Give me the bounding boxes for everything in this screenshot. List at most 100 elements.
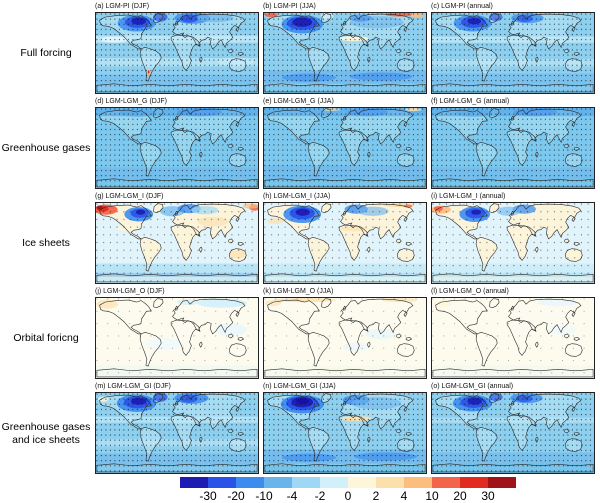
panel-e: (e) LGM-LGM_G (JJA) <box>263 97 427 189</box>
stipple-overlay-o <box>432 393 594 473</box>
row-label-line: Orbital foricng <box>13 332 79 345</box>
panel-o: (o) LGM-LGM_GI (annual) <box>431 382 595 474</box>
row-label-0: Full forcing <box>0 13 92 95</box>
panel-h: (h) LGM-LGM_I (JJA) <box>263 192 427 284</box>
panel-l: (l) LGM-LGM_O (annual) <box>431 287 595 379</box>
row-label-line: Ice sheets <box>22 237 70 250</box>
row-label-line: Greenhouse gases <box>1 420 91 433</box>
colorbar-tick-7: 4 <box>400 489 408 503</box>
colorbar-tick-5: 0 <box>344 489 352 503</box>
row-label-text-2: Ice sheets <box>22 237 70 250</box>
panel-title-m: (m) LGM-LGM_GI (DJF) <box>95 383 171 390</box>
panel-title-b: (b) LGM-PI (JJA) <box>263 3 316 10</box>
map-m <box>95 392 259 474</box>
panel-title-k: (k) LGM-LGM_O (JJA) <box>263 288 334 295</box>
row-label-line: Full forcing <box>20 47 72 60</box>
map-b <box>263 12 427 94</box>
colorbar-tick-10: 30 <box>481 489 495 503</box>
colorbar-segment-10 <box>460 477 488 488</box>
panel-d: (d) LGM-LGM_G (DJF) <box>95 97 259 189</box>
stipple-overlay-b <box>264 13 426 93</box>
colorbar-tick-9: 20 <box>453 489 467 503</box>
colorbar-segment-6 <box>348 477 376 488</box>
colorbar-segment-0 <box>180 477 208 488</box>
colorbar-segment-8 <box>404 477 432 488</box>
map-e <box>263 107 427 189</box>
panel-title-g: (g) LGM-LGM_I (DJF) <box>95 193 164 200</box>
colorbar-tick-1: -20 <box>227 489 245 503</box>
row-label-text-3: Orbital foricng <box>13 332 78 345</box>
panel-n: (n) LGM-LGM_GI (JJA) <box>263 382 427 474</box>
panel-title-e: (e) LGM-LGM_G (JJA) <box>263 98 334 105</box>
map-g <box>95 202 259 284</box>
stipple-overlay-g <box>96 203 258 283</box>
map-f <box>431 107 595 189</box>
map-n <box>263 392 427 474</box>
map-o <box>431 392 595 474</box>
colorbar-tick-4: -2 <box>314 489 326 503</box>
map-j <box>95 297 259 379</box>
panel-title-a: (a) LGM-PI (DJF) <box>95 3 150 10</box>
colorbar-segment-3 <box>264 477 292 488</box>
row-label-3: Orbital foricng <box>0 298 92 380</box>
colorbar-segment-5 <box>320 477 348 488</box>
colorbar-segment-2 <box>236 477 264 488</box>
panel-j: (j) LGM-LGM_O (DJF) <box>95 287 259 379</box>
map-d <box>95 107 259 189</box>
colorbar <box>180 477 516 488</box>
row-label-line: Greenhouse gases <box>1 142 91 155</box>
row-label-2: Ice sheets <box>0 203 92 285</box>
colorbar-segment-9 <box>432 477 460 488</box>
stipple-overlay-h <box>264 203 426 283</box>
stipple-overlay-f <box>432 108 594 188</box>
panel-title-n: (n) LGM-LGM_GI (JJA) <box>263 383 336 390</box>
panel-a: (a) LGM-PI (DJF) <box>95 2 259 94</box>
colorbar-tick-8: 10 <box>425 489 439 503</box>
row-label-4: Greenhouse gases and ice sheets <box>0 393 92 475</box>
stipple-overlay-l <box>432 298 594 378</box>
colorbar-tick-0: -30 <box>199 489 217 503</box>
panel-m: (m) LGM-LGM_GI (DJF) <box>95 382 259 474</box>
colorbar-tick-2: -10 <box>255 489 273 503</box>
row-label-line: and ice sheets <box>12 434 80 446</box>
stipple-overlay-m <box>96 393 258 473</box>
colorbar-tick-3: -4 <box>286 489 298 503</box>
stipple-overlay-j <box>96 298 258 378</box>
colorbar-segment-11 <box>488 477 516 488</box>
panel-title-o: (o) LGM-LGM_GI (annual) <box>431 383 514 390</box>
map-a <box>95 12 259 94</box>
map-c <box>431 12 595 94</box>
panel-title-l: (l) LGM-LGM_O (annual) <box>431 288 509 295</box>
stipple-overlay-k <box>264 298 426 378</box>
stipple-overlay-c <box>432 13 594 93</box>
stipple-overlay-d <box>96 108 258 188</box>
map-k <box>263 297 427 379</box>
row-label-text-4: Greenhouse gases and ice sheets <box>2 421 91 447</box>
panel-c: (c) LGM-PI (annual) <box>431 2 595 94</box>
stipple-overlay-n <box>264 393 426 473</box>
panel-title-j: (j) LGM-LGM_O (DJF) <box>95 288 165 295</box>
colorbar-segment-4 <box>292 477 320 488</box>
row-label-text-0: Full forcing <box>20 47 71 60</box>
stipple-overlay-e <box>264 108 426 188</box>
panel-i: (i) LGM-LGM_I (annual) <box>431 192 595 284</box>
colorbar-tick-6: 2 <box>372 489 380 503</box>
panel-b: (b) LGM-PI (JJA) <box>263 2 427 94</box>
panel-g: (g) LGM-LGM_I (DJF) <box>95 192 259 284</box>
colorbar-segment-1 <box>208 477 236 488</box>
colorbar-segment-7 <box>376 477 404 488</box>
row-label-text-1: Greenhouse gases <box>2 142 91 155</box>
panel-title-h: (h) LGM-LGM_I (JJA) <box>263 193 331 200</box>
panel-f: (f) LGM-LGM_G (annual) <box>431 97 595 189</box>
panel-title-d: (d) LGM-LGM_G (DJF) <box>95 98 167 105</box>
map-h <box>263 202 427 284</box>
map-l <box>431 297 595 379</box>
map-i <box>431 202 595 284</box>
panel-title-i: (i) LGM-LGM_I (annual) <box>431 193 506 200</box>
panel-title-f: (f) LGM-LGM_G (annual) <box>431 98 510 105</box>
panel-k: (k) LGM-LGM_O (JJA) <box>263 287 427 379</box>
panel-title-c: (c) LGM-PI (annual) <box>431 3 493 10</box>
stipple-overlay-a <box>96 13 258 93</box>
row-label-1: Greenhouse gases <box>0 108 92 190</box>
